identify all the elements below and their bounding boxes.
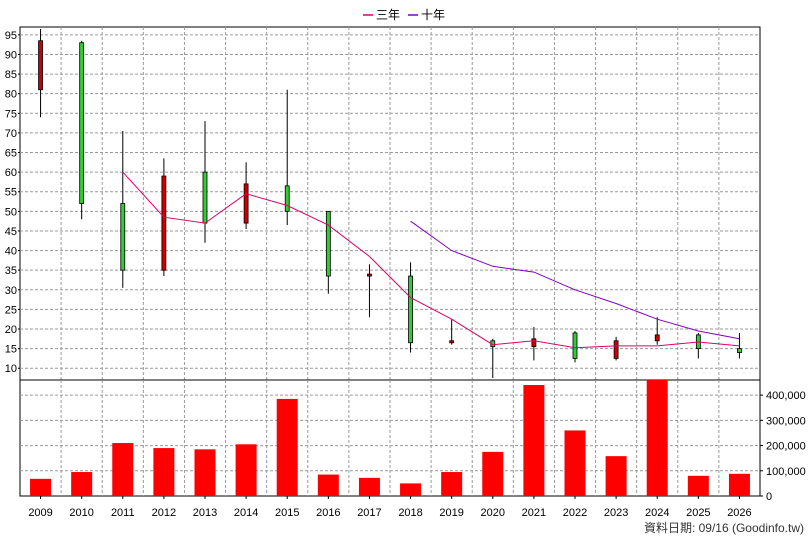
volume-bar — [194, 449, 216, 496]
price-tick-label: 70 — [5, 128, 17, 140]
x-tick-label: 2017 — [357, 507, 381, 519]
x-tick-label: 2023 — [604, 507, 628, 519]
volume-bar — [728, 473, 750, 496]
legend-label-10yr: 十年 — [421, 8, 445, 22]
price-tick-label: 45 — [5, 226, 17, 238]
volume-tick-label: 0 — [766, 491, 772, 503]
price-tick-label: 55 — [5, 187, 17, 199]
x-tick-label: 2024 — [645, 507, 669, 519]
price-tick-label: 75 — [5, 108, 17, 120]
price-tick-label: 40 — [5, 246, 17, 258]
x-tick-label: 2015 — [275, 507, 299, 519]
volume-bar — [523, 385, 545, 496]
price-panel: 10 15 20 25 30 35 40 45 50 55 60 65 70 75 80 85 90 95 — [5, 26, 761, 381]
x-tick-label: 2019 — [439, 507, 463, 519]
line-10yr — [410, 220, 740, 340]
candle-body — [449, 340, 455, 344]
x-tick-label: 2022 — [563, 507, 587, 519]
x-tick-label: 2009 — [28, 507, 52, 519]
x-tick-label: 2011 — [111, 507, 135, 519]
legend-label-3yr: 三年 — [376, 8, 400, 22]
volume-bar — [112, 443, 134, 496]
candle-body — [243, 183, 249, 224]
volume-bar — [564, 430, 586, 496]
candle-body — [654, 334, 660, 342]
price-tick-label: 25 — [5, 304, 17, 316]
volume-bar — [605, 456, 627, 496]
price-tick-label: 85 — [5, 69, 17, 81]
price-tick-label: 35 — [5, 265, 17, 277]
x-tick-label: 2020 — [481, 507, 505, 519]
volume-bar — [646, 380, 668, 496]
legend: 三年 十年 — [363, 8, 445, 22]
x-tick-label: 2014 — [234, 507, 258, 519]
price-tick-label: 65 — [5, 148, 17, 160]
candle-body — [325, 210, 331, 277]
x-tick-label: 2026 — [727, 507, 751, 519]
candle-body — [38, 40, 43, 91]
x-tick-label: 2025 — [686, 507, 710, 519]
source-note: 資料日期: 09/16 (Goodinfo.tw) — [644, 521, 804, 535]
volume-bar — [687, 475, 709, 496]
volume-bar — [30, 478, 52, 496]
price-tick-label: 50 — [5, 206, 17, 218]
price-tick-label: 20 — [5, 324, 17, 336]
volume-bar — [276, 398, 298, 496]
x-tick-label: 2012 — [152, 507, 176, 519]
price-tick-label: 30 — [5, 285, 17, 297]
candle-body — [613, 340, 619, 359]
volume-tick-label: 200,000 — [766, 441, 806, 453]
x-tick-label: 2016 — [316, 507, 340, 519]
volume-bar — [441, 472, 463, 496]
line-3yr — [122, 171, 740, 349]
candle-body — [531, 338, 537, 348]
volume-bar — [317, 474, 339, 496]
volume-bar — [482, 451, 504, 496]
volume-bar — [235, 444, 257, 496]
price-tick-label: 10 — [5, 363, 17, 375]
x-tick-label: 2021 — [522, 507, 546, 519]
volume-bar — [71, 472, 93, 496]
price-tick-label: 60 — [5, 167, 17, 179]
candle-body — [161, 175, 167, 271]
candle-body — [408, 275, 413, 344]
x-tick-label: 2018 — [398, 507, 422, 519]
price-tick-label: 95 — [5, 30, 17, 42]
price-tick-label: 80 — [5, 89, 17, 101]
volume-bar — [400, 483, 422, 496]
x-tick-label: 2013 — [193, 507, 217, 519]
price-tick-label: 90 — [5, 49, 17, 61]
candle-body — [572, 332, 578, 359]
candle-body — [737, 348, 742, 353]
candle-body — [120, 203, 126, 271]
volume-panel: 0 100,000 200,000 300,000 400,000 — [19, 379, 806, 503]
price-tick-label: 15 — [5, 344, 17, 356]
x-tick-label: 2010 — [69, 507, 93, 519]
volume-tick-label: 400,000 — [766, 390, 806, 402]
candle-body — [79, 42, 85, 204]
volume-bar — [358, 477, 380, 496]
candle-body — [284, 185, 290, 212]
volume-bar — [153, 448, 175, 496]
volume-tick-label: 300,000 — [766, 415, 806, 427]
volume-tick-label: 100,000 — [766, 466, 806, 478]
x-axis: 2009 2010 2011 2012 2013 2014 2015 2016 2017 2018… — [28, 496, 752, 519]
candle-body — [202, 171, 208, 224]
candle-body — [367, 273, 372, 277]
